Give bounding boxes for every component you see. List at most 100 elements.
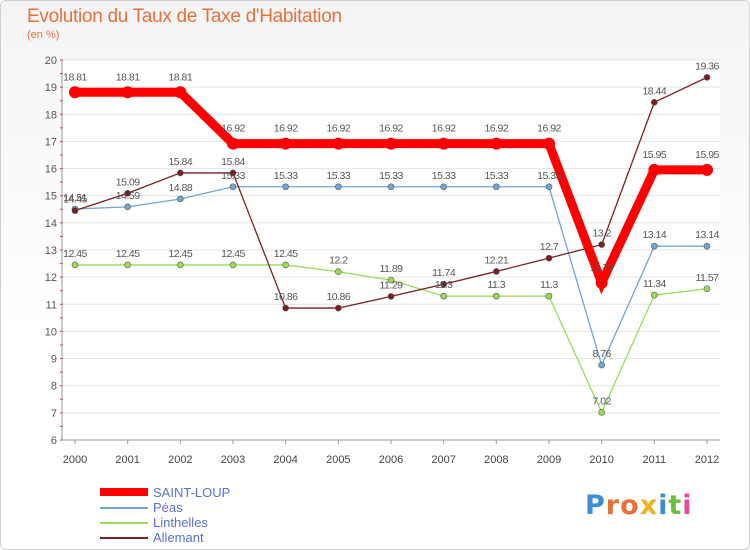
data-point-linthelles [71,261,79,269]
legend-swatch-allemant [100,537,148,539]
y-tick-label: 18 [45,109,57,121]
logo-letter: t [668,490,683,521]
data-label-allemant: 15.09 [116,176,140,188]
data-point-allemant [545,254,553,262]
data-point-saint_loup [332,137,345,150]
y-tick-label: 19 [45,82,57,94]
x-tick-label: 2002 [168,454,192,466]
data-point-saint_loup [490,137,503,150]
data-label-linthelles: 7.02 [592,395,611,407]
data-point-linthelles [282,261,289,269]
x-tick-label: 2012 [695,454,719,466]
y-tick-label: 9 [51,354,57,366]
data-label-allemant: 10.86 [274,291,298,303]
data-point-allemant [598,241,605,248]
data-label-linthelles: 11.3 [487,279,505,291]
data-label-saint_loup: 18.81 [168,71,192,83]
y-tick-label: 6 [51,435,57,447]
data-point-peas [545,183,553,191]
data-label-peas: 14.59 [116,190,140,202]
legend-item-peas: Péas [100,500,360,515]
x-tick-label: 2009 [537,454,561,466]
logo-letter: x [639,490,659,521]
data-point-saint_loup [279,137,292,150]
data-point-saint_loup [701,163,713,176]
data-label-linthelles: 12.45 [63,248,87,260]
data-label-peas: 8.76 [592,348,611,360]
data-point-allemant [651,99,658,106]
data-label-saint_loup: 16.92 [484,123,508,135]
proxiti-logo: Proxiti [585,490,693,521]
legend-swatch-peas [100,507,148,509]
y-tick-label: 20 [45,55,57,67]
legend-item-saint-loup: SAINT-LOUP [100,485,360,500]
data-point-linthelles [545,292,553,300]
data-label-linthelles: 11.34 [643,278,667,290]
data-point-peas [493,183,500,191]
data-point-saint_loup [385,137,397,150]
data-label-allemant: 13.2 [592,228,611,240]
legend-swatch-saint-loup [100,488,148,496]
data-point-saint_loup [69,86,81,99]
data-point-linthelles [493,292,500,300]
data-point-linthelles [703,285,711,293]
data-label-saint_loup: 16.92 [379,123,403,135]
logo-letter: o [620,490,640,521]
data-point-peas [282,183,289,191]
data-point-linthelles [177,261,184,269]
x-tick-label: 2007 [431,454,455,466]
data-point-allemant [229,169,237,177]
data-point-saint_loup [174,86,187,99]
data-label-linthelles: 12.45 [168,248,192,260]
chart-title: Evolution du Taux de Taxe d'Habitation [27,6,342,27]
data-point-linthelles [124,261,131,269]
logo-letter: i [658,490,669,521]
data-point-peas [124,203,131,211]
data-label-peas: 13.14 [695,229,719,241]
y-tick-label: 10 [45,326,57,338]
data-point-linthelles [598,409,605,416]
chart-subtitle: (en %) [27,29,60,41]
data-point-peas [335,183,342,191]
legend-item-allemant: Allemant [100,530,360,545]
data-point-linthelles [387,276,395,284]
data-label-allemant: 15.84 [168,156,192,168]
logo-letter: r [605,490,621,521]
legend-item-linthelles: Linthelles [100,515,360,530]
data-label-allemant: 12.21 [484,254,508,266]
data-label-allemant: 14.45 [63,194,87,206]
data-label-linthelles: 11.89 [380,263,404,275]
data-point-linthelles [651,291,658,299]
data-label-allemant: 11.74 [432,267,456,279]
x-tick-label: 2001 [115,454,139,466]
legend-label-saint-loup: SAINT-LOUP [153,485,231,500]
data-label-peas: 13.14 [642,229,666,241]
data-label-linthelles: 12.45 [221,248,245,260]
data-point-peas [598,361,605,369]
y-tick-label: 13 [45,245,57,257]
data-label-linthelles: 12.2 [329,255,348,267]
x-tick-label: 2004 [273,454,297,466]
data-label-peas: 15.33 [221,170,245,182]
data-point-peas [703,242,711,250]
x-tick-label: 2003 [221,454,245,466]
x-tick-label: 2011 [643,454,667,466]
data-point-saint_loup [227,137,239,150]
y-tick-label: 12 [45,272,57,284]
data-point-saint_loup [543,137,555,150]
data-label-peas: 15.33 [432,170,456,182]
data-point-saint_loup [648,163,661,176]
data-label-peas: 15.33 [326,170,350,182]
y-tick-label: 16 [45,164,57,176]
data-label-linthelles: 11.3 [435,279,453,291]
y-tick-label: 8 [51,381,57,393]
data-point-allemant [493,268,500,275]
data-point-saint_loup [437,137,450,150]
legend-label-linthelles: Linthelles [153,515,208,530]
data-label-saint_loup: 18.81 [63,71,87,83]
data-point-linthelles [229,261,237,269]
legend: SAINT-LOUP Péas Linthelles Allemant [100,485,360,545]
data-point-peas [229,183,237,191]
data-label-allemant: 18.44 [642,85,666,97]
